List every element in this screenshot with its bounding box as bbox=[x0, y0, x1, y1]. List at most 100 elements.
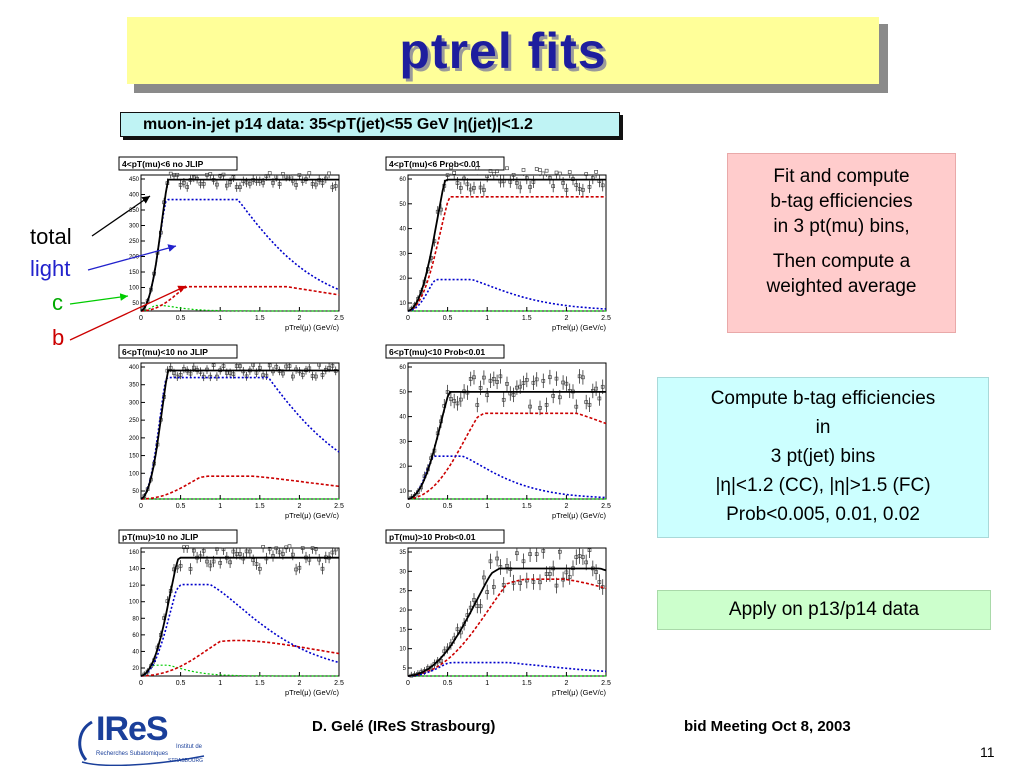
fit-curve-light bbox=[140, 583, 340, 677]
arrow-light bbox=[87, 244, 177, 271]
data-point bbox=[248, 549, 252, 554]
fit-curve-light bbox=[140, 376, 340, 500]
data-point bbox=[234, 185, 239, 189]
data-point bbox=[281, 172, 285, 176]
data-point bbox=[492, 585, 496, 589]
x-tick-label: 0 bbox=[406, 680, 410, 687]
data-point bbox=[314, 182, 318, 187]
fit-plot-5: pT(mu)>10 no JLIP 160 140 120 100 80 60 40 20 0 0.… bbox=[117, 528, 345, 698]
title-box: ptrel fits bbox=[127, 17, 879, 84]
data-point bbox=[314, 374, 318, 379]
data-point bbox=[254, 562, 259, 566]
data-point bbox=[472, 375, 476, 380]
info-compute-line-4: |η|<1.2 (CC), |η|>1.5 (FC) bbox=[715, 475, 931, 496]
x-tick-label: 1.5 bbox=[255, 503, 265, 510]
arrow-total bbox=[91, 195, 151, 237]
data-point bbox=[554, 583, 559, 588]
x-axis-label: pTrel(μ) (GeV/c) bbox=[552, 511, 607, 520]
y-tick-label: 80 bbox=[132, 616, 139, 622]
data-point bbox=[518, 185, 522, 190]
data-point bbox=[501, 583, 506, 587]
y-tick-label: 30 bbox=[399, 569, 406, 575]
info-box-compute: Compute b-tag efficiencies in 3 pt(jet) … bbox=[657, 377, 989, 538]
data-point bbox=[485, 393, 489, 397]
data-point bbox=[208, 172, 213, 176]
legend-c: c bbox=[52, 290, 63, 315]
fit-curve-total bbox=[407, 567, 607, 677]
ires-logo-text: IReS bbox=[96, 710, 169, 748]
data-point bbox=[475, 604, 480, 609]
data-point bbox=[192, 548, 196, 553]
data-point bbox=[485, 174, 489, 178]
data-point bbox=[482, 575, 486, 580]
data-point bbox=[574, 555, 579, 559]
data-point bbox=[192, 365, 196, 370]
y-tick-label: 20 bbox=[399, 608, 406, 614]
y-tick-label: 30 bbox=[399, 439, 406, 445]
ires-logo: IReS Institut de Recherches Subatomiques… bbox=[72, 708, 212, 767]
x-tick-label: 2.5 bbox=[334, 503, 344, 510]
data-point bbox=[317, 362, 321, 367]
info-apply-text: Apply on p13/p14 data bbox=[728, 599, 920, 620]
data-point bbox=[478, 604, 483, 609]
fit-curve-total bbox=[407, 391, 606, 500]
data-point bbox=[172, 371, 176, 375]
slide-title: ptrel fits bbox=[399, 22, 607, 79]
data-point bbox=[228, 560, 232, 565]
y-tick-label: 200 bbox=[129, 436, 140, 442]
x-tick-label: 2.5 bbox=[601, 315, 611, 322]
y-tick-label: 450 bbox=[129, 177, 140, 183]
data-point bbox=[228, 180, 232, 185]
y-tick-label: 35 bbox=[399, 550, 406, 556]
y-tick-label: 10 bbox=[399, 301, 406, 307]
y-tick-label: 20 bbox=[132, 666, 139, 672]
data-point bbox=[600, 384, 605, 389]
data-point bbox=[330, 185, 335, 190]
x-tick-label: 1.5 bbox=[522, 315, 532, 322]
data-point bbox=[287, 544, 292, 549]
data-point bbox=[198, 181, 203, 186]
x-tick-label: 0 bbox=[139, 315, 143, 322]
data-point bbox=[182, 545, 186, 550]
fit-curve-light bbox=[407, 661, 607, 677]
data-point bbox=[300, 546, 305, 550]
data-point bbox=[488, 169, 493, 173]
data-point bbox=[541, 171, 546, 176]
plot-label-box bbox=[385, 529, 505, 544]
data-point bbox=[597, 580, 602, 584]
data-point bbox=[577, 554, 582, 558]
data-point bbox=[459, 186, 463, 190]
data-point bbox=[215, 374, 219, 379]
data-point bbox=[581, 375, 585, 380]
data-point bbox=[291, 552, 295, 557]
y-tick-label: 350 bbox=[129, 208, 140, 214]
data-point bbox=[495, 556, 499, 561]
plot-label: 4<pT(mu)<6 Prob<0.01 bbox=[389, 159, 481, 169]
x-tick-label: 1 bbox=[485, 680, 489, 687]
data-point bbox=[551, 394, 555, 398]
y-tick-label: 300 bbox=[129, 400, 140, 406]
data-point bbox=[488, 559, 493, 564]
data-point bbox=[554, 376, 559, 381]
data-point bbox=[234, 552, 239, 556]
data-point bbox=[449, 165, 453, 170]
y-tick-label: 160 bbox=[129, 550, 140, 556]
data-point bbox=[564, 381, 569, 386]
data-point bbox=[274, 174, 279, 179]
x-tick-label: 0 bbox=[406, 503, 410, 510]
data-point bbox=[221, 364, 226, 368]
x-tick-label: 0.5 bbox=[443, 680, 453, 687]
x-tick-label: 0 bbox=[139, 680, 143, 687]
data-point bbox=[287, 364, 292, 368]
data-point bbox=[188, 371, 193, 376]
data-point bbox=[185, 185, 189, 189]
data-point bbox=[581, 555, 585, 559]
data-point bbox=[597, 396, 602, 401]
data-point bbox=[511, 173, 516, 177]
y-tick-label: 400 bbox=[129, 365, 140, 371]
y-tick-label: 60 bbox=[399, 177, 406, 183]
data-point bbox=[518, 384, 522, 389]
fit-curve-light bbox=[407, 278, 607, 312]
data-point bbox=[525, 378, 529, 382]
y-tick-label: 40 bbox=[399, 227, 406, 233]
